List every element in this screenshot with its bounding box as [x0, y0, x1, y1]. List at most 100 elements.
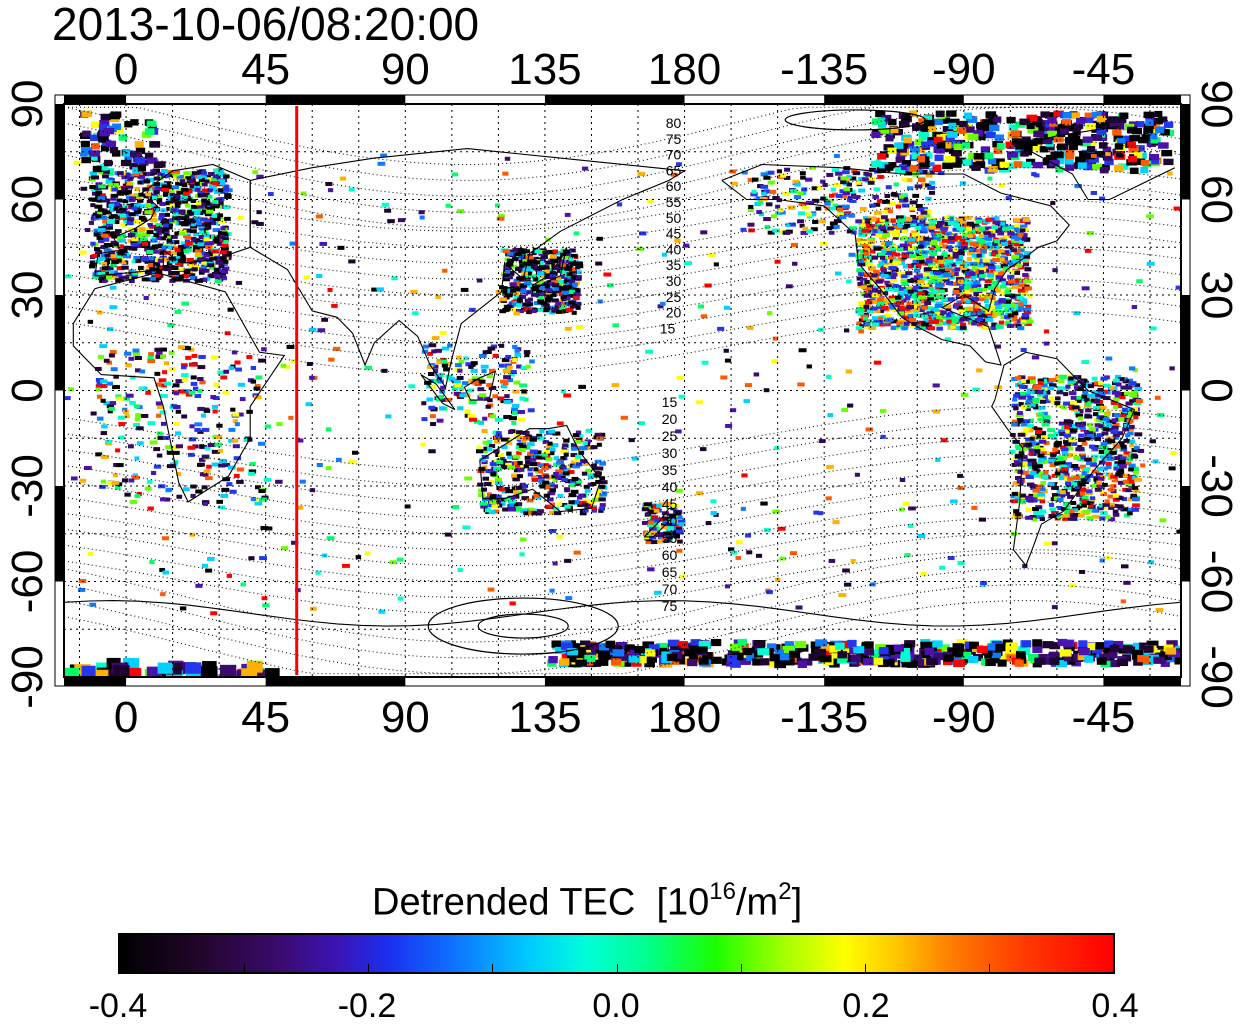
tec-data-point [890, 325, 896, 330]
tec-data-point [200, 251, 206, 256]
tec-data-point [1011, 377, 1018, 382]
tec-data-point [498, 343, 505, 348]
tec-data-point [149, 210, 157, 215]
tec-data-point [899, 194, 905, 199]
tec-data-point [129, 194, 137, 199]
tec-data-point [1065, 384, 1071, 389]
tec-data-point [166, 464, 175, 469]
tec-data-point [428, 371, 435, 376]
tec-data-point [175, 409, 182, 414]
tec-data-point [984, 304, 991, 309]
tec-data-point [907, 237, 916, 242]
tec-data-point [951, 220, 959, 225]
tec-data-point [768, 170, 775, 175]
tec-data-point [555, 277, 562, 282]
tec-data-point [436, 360, 444, 365]
tec-data-point [1124, 410, 1131, 415]
tec-data-point [669, 533, 676, 538]
tec-data-point [505, 354, 512, 359]
tec-data-point [157, 405, 164, 410]
tec-data-point [1054, 461, 1061, 466]
tec-data-point [911, 288, 917, 293]
tec-data-point [174, 200, 182, 205]
tec-data-point [986, 293, 993, 298]
tec-data-point [1141, 134, 1150, 141]
tec-data-point [924, 301, 932, 306]
tec-data-point [509, 270, 515, 275]
tec-data-point [996, 227, 1004, 232]
tec-data-point [951, 161, 962, 168]
tec-data-point [1039, 146, 1049, 153]
tec-data-point [507, 455, 513, 460]
tec-data-point [1080, 478, 1087, 483]
tec-data-point [928, 228, 935, 233]
tec-data-point [101, 208, 108, 213]
tec-data-point [100, 144, 110, 152]
tec-data-point [1048, 514, 1056, 519]
tec-data-point [765, 202, 773, 207]
tec-data-point [1046, 450, 1053, 455]
tec-data-point [498, 363, 505, 368]
tec-data-point [570, 253, 578, 258]
tec-data-point [519, 396, 526, 401]
tec-data-point [116, 198, 123, 203]
tec-data-point [509, 282, 517, 287]
tec-data-point [159, 410, 167, 415]
tec-data-point [524, 353, 530, 358]
tec-data-point [118, 435, 125, 440]
tec-data-point [537, 271, 545, 276]
tec-data-point [978, 233, 985, 238]
tec-data-point [976, 253, 982, 258]
tec-data-point [1035, 484, 1043, 489]
tec-data-point [441, 346, 450, 351]
tec-data-point [488, 368, 496, 373]
tec-data-point [427, 351, 433, 356]
tec-data-point [1039, 405, 1046, 410]
tec-data-point [250, 379, 257, 384]
tec-data-point [1025, 304, 1032, 309]
tec-data-point [582, 461, 589, 466]
tec-data-point [436, 418, 444, 423]
tec-data-point [1073, 375, 1079, 380]
tec-data-point [1102, 383, 1111, 388]
tec-data-point [670, 506, 678, 511]
tec-data-point [1099, 484, 1105, 489]
tec-data-point [971, 321, 977, 326]
tec-data-point [526, 258, 534, 263]
tec-data-point [921, 314, 929, 319]
tec-data-point [1027, 423, 1034, 428]
tec-data-point [1094, 423, 1101, 428]
tec-data-point [933, 291, 939, 296]
tec-data-point [856, 307, 864, 312]
tec-data-point [824, 201, 831, 206]
tec-data-point [842, 191, 850, 196]
tec-data-point [1132, 488, 1140, 493]
tec-data-point [955, 260, 963, 265]
tec-data-point [108, 406, 116, 411]
tec-data-point [144, 152, 154, 160]
tec-data-point [197, 190, 205, 195]
tec-data-point [1017, 306, 1024, 311]
tec-data-point [858, 301, 866, 306]
tec-data-point [457, 368, 463, 373]
tec-data-point [987, 260, 996, 265]
tec-data-point [166, 450, 175, 455]
tec-data-point [194, 181, 200, 186]
tec-data-point [917, 244, 924, 249]
tec-data-point [1000, 264, 1009, 269]
tec-data-point [213, 274, 220, 279]
tec-data-point [1148, 153, 1160, 161]
tec-data-point [1071, 516, 1077, 521]
tec-data-point [494, 499, 501, 504]
tec-data-point [154, 273, 161, 278]
tec-data-point [1136, 121, 1145, 128]
tec-data-point [1105, 410, 1111, 415]
tec-data-point [99, 120, 110, 127]
tec-data-point [1023, 497, 1031, 502]
tec-data-point [1100, 442, 1108, 447]
tec-data-point [100, 454, 109, 459]
tec-data-point [1108, 517, 1116, 522]
tec-data-point [966, 257, 972, 262]
tec-data-point [964, 297, 971, 302]
tec-data-point [114, 229, 122, 234]
